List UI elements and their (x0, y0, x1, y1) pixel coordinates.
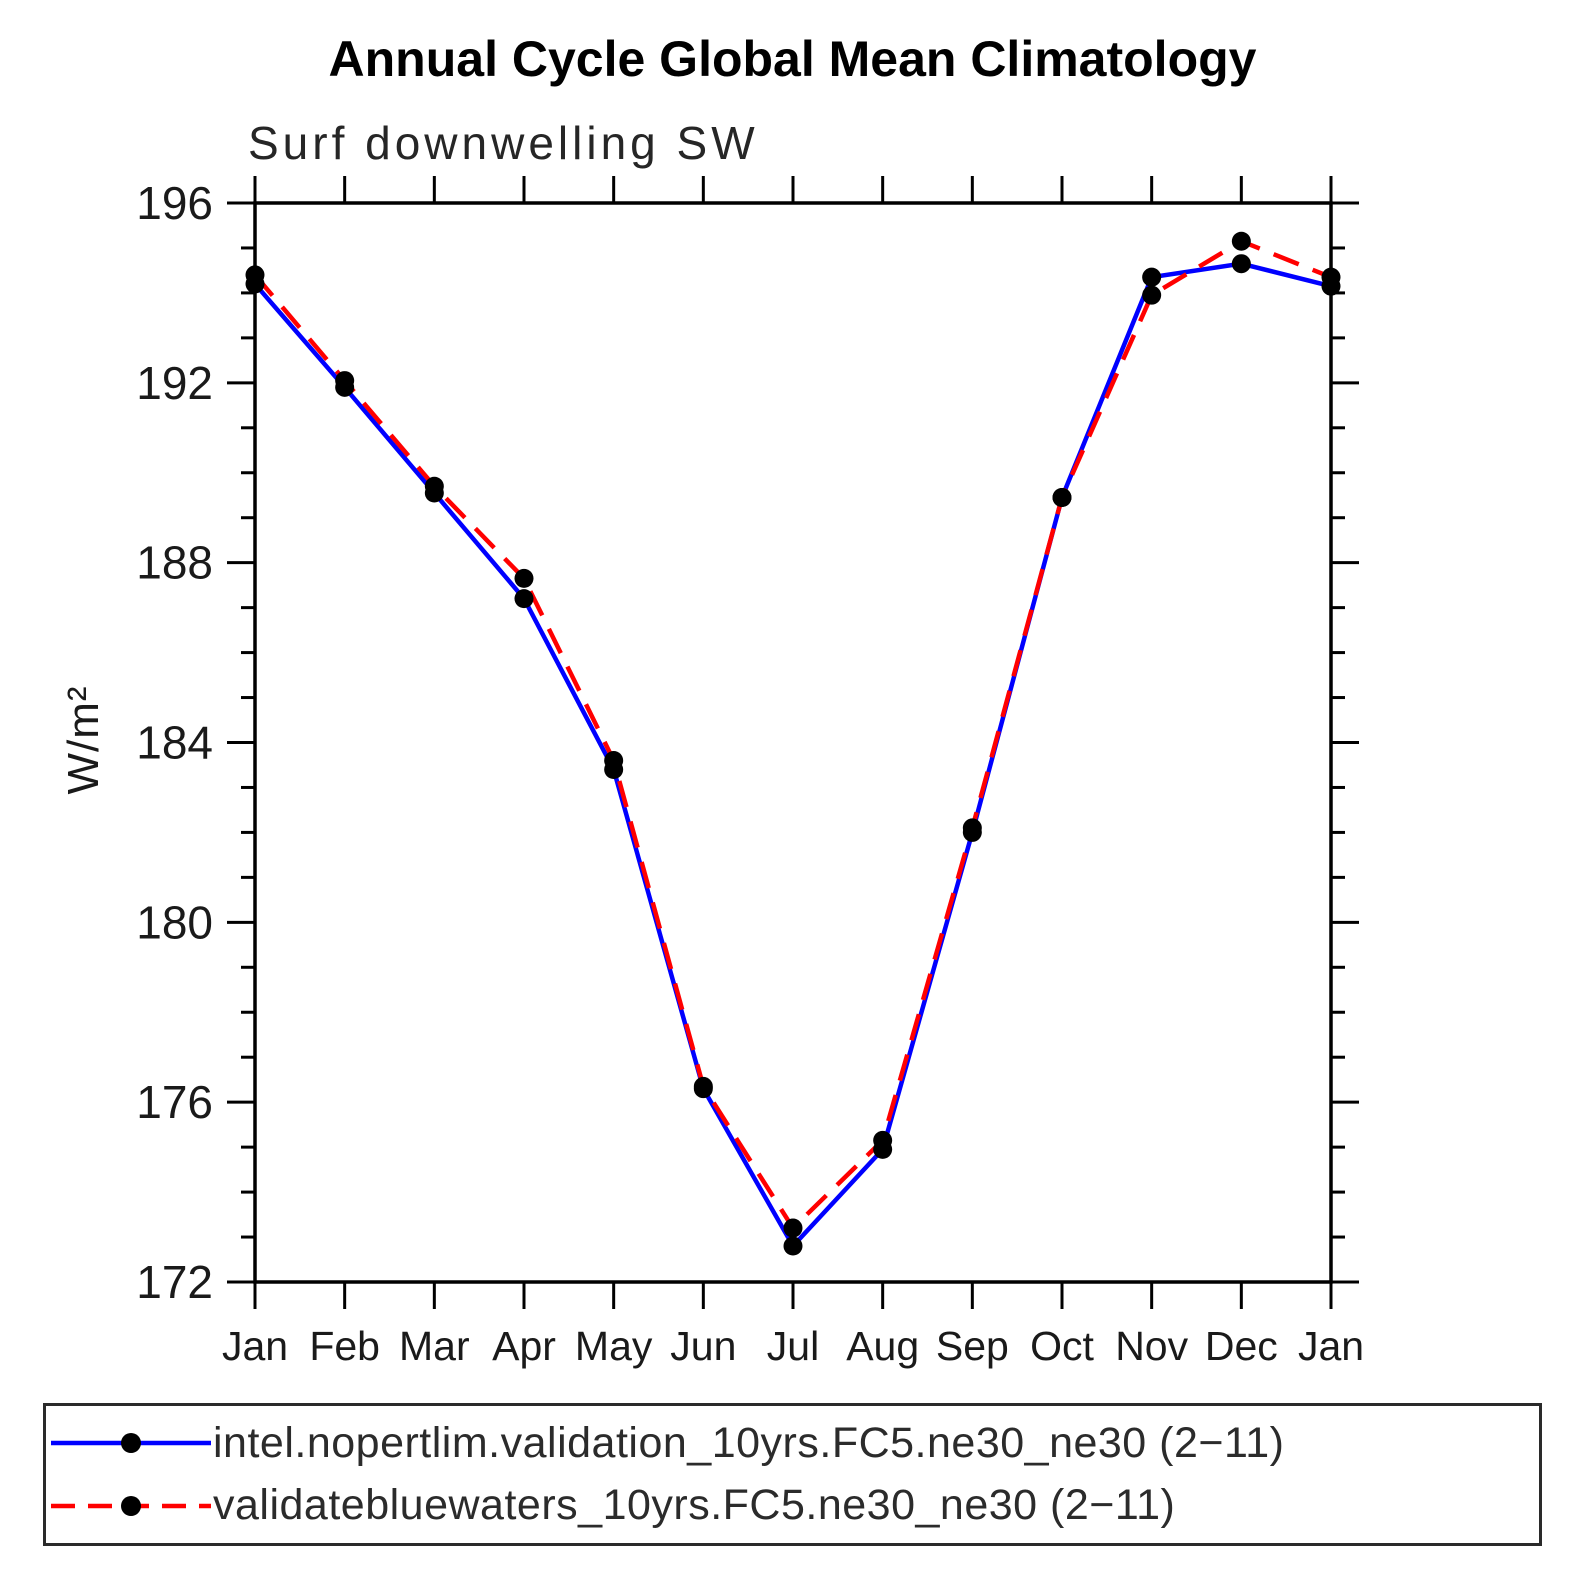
legend-line-sample-dashed (51, 1495, 211, 1516)
chart-subtitle: Surf downwelling SW (248, 117, 759, 169)
legend-line-sample-solid (51, 1433, 211, 1454)
legend-label-series-2: validatebluewaters_10yrs.FC5.ne30_ne30 (… (213, 1481, 1176, 1530)
svg-text:Jan: Jan (1298, 1323, 1364, 1369)
svg-text:Jan: Jan (222, 1323, 288, 1369)
chart-legend: intel.nopertlim.validation_10yrs.FC5.ne3… (43, 1403, 1542, 1546)
svg-text:Feb: Feb (309, 1323, 380, 1369)
legend-row-series-2: validatebluewaters_10yrs.FC5.ne30_ne30 (… (46, 1475, 1539, 1537)
svg-text:180: 180 (136, 896, 213, 948)
chart-title: Annual Cycle Global Mean Climatology (328, 31, 1257, 87)
svg-text:196: 196 (136, 177, 213, 229)
svg-text:188: 188 (136, 537, 213, 589)
svg-text:Aug: Aug (846, 1323, 919, 1369)
svg-text:Jun: Jun (670, 1323, 736, 1369)
svg-text:Oct: Oct (1030, 1323, 1094, 1369)
legend-row-series-1: intel.nopertlim.validation_10yrs.FC5.ne3… (46, 1412, 1539, 1474)
svg-text:Nov: Nov (1115, 1323, 1188, 1369)
svg-text:184: 184 (136, 717, 213, 769)
svg-text:Jul: Jul (767, 1323, 819, 1369)
svg-text:176: 176 (136, 1076, 213, 1128)
svg-text:Apr: Apr (492, 1323, 556, 1369)
svg-text:May: May (575, 1323, 653, 1369)
svg-text:Mar: Mar (399, 1323, 470, 1369)
legend-label-series-1: intel.nopertlim.validation_10yrs.FC5.ne3… (213, 1418, 1285, 1467)
svg-text:172: 172 (136, 1256, 213, 1308)
svg-text:192: 192 (136, 357, 213, 409)
svg-text:Dec: Dec (1205, 1323, 1278, 1369)
svg-text:Sep: Sep (936, 1323, 1009, 1369)
